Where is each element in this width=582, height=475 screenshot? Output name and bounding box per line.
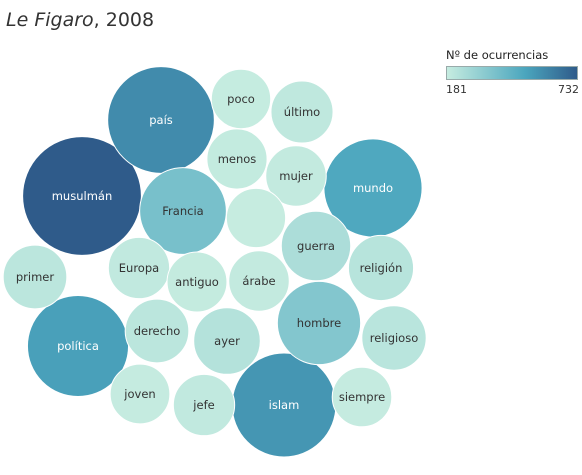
legend-max-label: 732 — [558, 83, 579, 96]
bubble-label: primer — [16, 270, 55, 284]
bubble-musulmán[interactable]: musulmán — [22, 136, 142, 256]
bubble-label: menos — [218, 152, 257, 166]
bubble-derecho[interactable]: derecho — [124, 298, 190, 364]
bubble-circle[interactable] — [210, 68, 272, 130]
bubble-circle[interactable] — [225, 187, 287, 249]
bubble-ayer[interactable]: ayer — [193, 307, 261, 375]
bubble-label: política — [57, 339, 99, 353]
bubble-circle[interactable] — [124, 298, 190, 364]
bubble-circle[interactable] — [139, 167, 227, 255]
bubble-país[interactable]: país — [107, 66, 215, 174]
bubble-circle[interactable] — [107, 236, 171, 300]
bubble-unlabeled[interactable] — [225, 187, 287, 249]
bubble-label: Europa — [119, 261, 159, 275]
legend-labels: 181 732 — [446, 83, 579, 99]
legend-gradient-bar — [446, 66, 578, 80]
title-paper: Le Figaro — [6, 9, 94, 31]
bubble-siempre[interactable]: siempre — [331, 366, 393, 428]
bubble-hombre[interactable]: hombre — [276, 280, 362, 366]
bubble-circle[interactable] — [109, 363, 171, 425]
bubble-circle[interactable] — [193, 307, 261, 375]
bubble-menos[interactable]: menos — [206, 128, 268, 190]
bubble-circle[interactable] — [331, 366, 393, 428]
title-year: , 2008 — [93, 9, 155, 31]
bubble-último[interactable]: último — [270, 80, 334, 144]
bubble-guerra[interactable]: guerra — [280, 210, 352, 282]
bubble-circle[interactable] — [265, 145, 327, 207]
legend-min-label: 181 — [446, 83, 467, 96]
bubble-label: país — [149, 113, 173, 127]
bubble-mujer[interactable]: mujer — [265, 145, 327, 207]
bubble-label: ayer — [214, 334, 240, 348]
bubble-label: mundo — [353, 181, 393, 195]
bubble-joven[interactable]: joven — [109, 363, 171, 425]
bubble-circle[interactable] — [270, 80, 334, 144]
bubble-francia[interactable]: Francia — [139, 167, 227, 255]
bubble-circle[interactable] — [276, 280, 362, 366]
bubble-poco[interactable]: poco — [210, 68, 272, 130]
bubble-circle[interactable] — [2, 244, 68, 310]
bubble-circle[interactable] — [166, 251, 228, 313]
bubble-label: religión — [360, 261, 403, 275]
bubble-label: mujer — [279, 169, 313, 183]
bubble-label: religioso — [370, 331, 419, 345]
legend-title: Nº de ocurrencias — [446, 48, 549, 62]
bubble-label: derecho — [134, 324, 181, 338]
bubble-circle[interactable] — [22, 136, 142, 256]
bubble-circle[interactable] — [228, 250, 290, 312]
bubble-circle[interactable] — [361, 305, 427, 371]
bubble-árabe[interactable]: árabe — [228, 250, 290, 312]
bubble-label: islam — [269, 398, 300, 412]
bubble-label: último — [284, 105, 320, 119]
bubble-label: Francia — [162, 204, 203, 218]
bubble-circle[interactable] — [280, 210, 352, 282]
bubble-label: guerra — [297, 239, 335, 253]
bubble-circle[interactable] — [347, 234, 415, 302]
bubble-jefe[interactable]: jefe — [172, 373, 236, 437]
bubble-label: joven — [123, 387, 155, 401]
bubble-label: poco — [227, 92, 255, 106]
bubble-antiguo[interactable]: antiguo — [166, 251, 228, 313]
bubble-religioso[interactable]: religioso — [361, 305, 427, 371]
bubble-label: siempre — [339, 390, 385, 404]
bubble-label: hombre — [297, 316, 341, 330]
bubble-política[interactable]: política — [26, 294, 130, 398]
bubble-circle[interactable] — [172, 373, 236, 437]
bubble-label: musulmán — [52, 189, 113, 203]
bubble-europa[interactable]: Europa — [107, 236, 171, 300]
bubble-islam[interactable]: islam — [231, 352, 337, 458]
bubble-label: antiguo — [175, 275, 219, 289]
chart-title: Le Figaro, 2008 — [6, 9, 154, 31]
bubble-primer[interactable]: primer — [2, 244, 68, 310]
bubble-religión[interactable]: religión — [347, 234, 415, 302]
bubble-label: jefe — [192, 398, 214, 412]
color-legend: Nº de ocurrencias 181 732 — [446, 48, 579, 99]
bubble-label: árabe — [242, 274, 275, 288]
